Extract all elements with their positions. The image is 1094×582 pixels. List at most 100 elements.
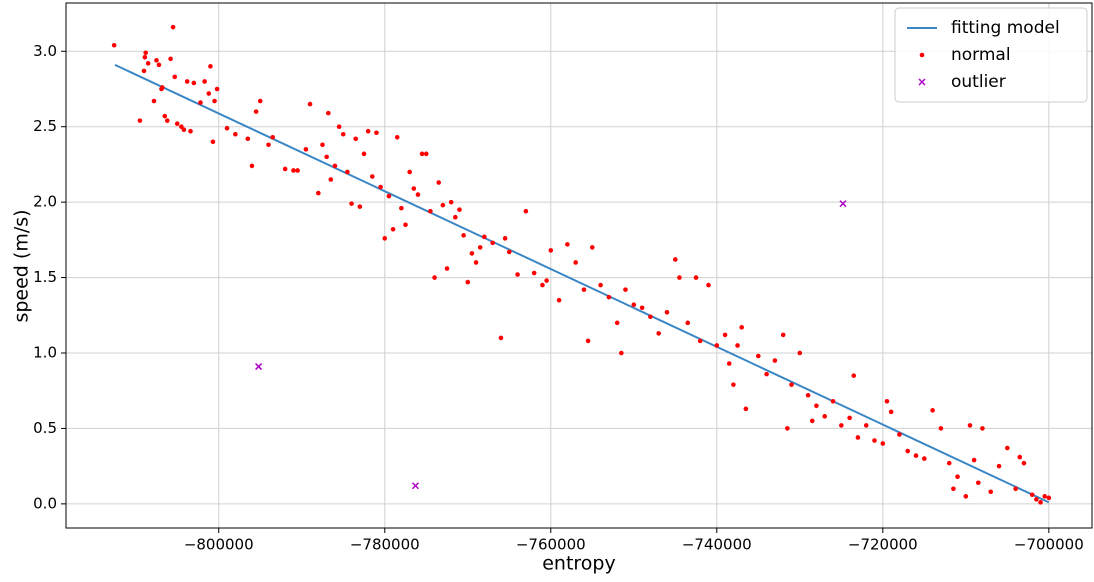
outlier-point (839, 200, 847, 208)
data-point (515, 272, 520, 277)
data-point (619, 350, 624, 356)
data-point (324, 154, 329, 160)
y-tick-label: 1.5 (33, 268, 57, 286)
data-point (648, 314, 653, 320)
data-point (353, 136, 359, 142)
data-point (257, 98, 263, 104)
data-point (735, 343, 740, 348)
data-point (789, 382, 794, 387)
data-point (905, 448, 911, 454)
data-point (614, 320, 620, 326)
outlier-point (411, 482, 420, 490)
data-point (714, 343, 720, 348)
data-point (1005, 445, 1010, 451)
data-point (162, 113, 168, 119)
data-point (386, 193, 392, 199)
data-point (170, 24, 176, 30)
data-point (382, 236, 388, 241)
data-point (249, 163, 255, 169)
legend-label: outlier (951, 72, 1006, 92)
y-tick-label: 3.0 (33, 42, 57, 60)
data-point (1029, 492, 1035, 498)
data-point (623, 287, 628, 292)
data-point (295, 168, 300, 173)
data-point (872, 438, 877, 443)
data-point (930, 408, 935, 413)
data-point (581, 287, 587, 292)
data-point (191, 80, 197, 86)
data-point (863, 423, 869, 428)
legend-label: fitting model (951, 18, 1060, 38)
x-tick-label: −780000 (350, 536, 420, 554)
data-point (573, 260, 578, 265)
data-point (411, 186, 417, 191)
data-point (440, 202, 446, 208)
data-point (202, 79, 207, 84)
data-point (589, 245, 595, 250)
data-point (378, 184, 383, 190)
data-point (198, 100, 203, 105)
data-point (473, 260, 479, 265)
data-point (946, 460, 952, 466)
data-point (141, 68, 147, 74)
data-point (212, 98, 217, 104)
data-point (922, 456, 927, 461)
data-point (565, 242, 570, 247)
data-point (1013, 486, 1018, 492)
legend-label: normal (951, 45, 1011, 65)
data-point (884, 398, 890, 404)
data-point (188, 128, 193, 134)
data-point (184, 79, 190, 84)
data-point (461, 233, 466, 238)
y-tick-label: 2.0 (33, 193, 57, 211)
data-point (809, 418, 815, 424)
data-point (111, 42, 117, 48)
data-point (172, 74, 178, 80)
data-point (880, 441, 886, 446)
data-point (142, 55, 148, 60)
data-point (399, 205, 404, 211)
data-point (154, 58, 159, 63)
data-point (797, 350, 803, 356)
data-point (453, 214, 458, 220)
data-point (174, 121, 180, 126)
data-point (444, 266, 450, 271)
data-point (951, 486, 956, 492)
data-point (540, 282, 545, 288)
data-point (967, 423, 973, 428)
data-point (307, 101, 313, 107)
data-point (706, 282, 711, 288)
data-point (531, 270, 537, 276)
data-point (419, 151, 425, 157)
data-point (888, 409, 894, 415)
data-point (502, 236, 508, 241)
data-point (465, 279, 471, 285)
data-point (224, 125, 230, 131)
data-point (345, 169, 350, 175)
legend-box (894, 7, 1088, 103)
data-point (181, 127, 187, 133)
data-point (739, 325, 744, 330)
data-point (506, 249, 512, 255)
data-point (332, 163, 338, 169)
data-point (677, 275, 682, 280)
data-point (253, 109, 259, 114)
data-point (370, 174, 375, 179)
data-point (548, 248, 554, 253)
data-point (1038, 500, 1043, 505)
data-point (685, 320, 691, 326)
x-tick-label: −720000 (848, 536, 918, 554)
data-point (980, 426, 985, 431)
data-point (394, 134, 400, 140)
data-point (357, 204, 363, 209)
data-point (316, 190, 321, 196)
data-point (756, 353, 761, 359)
data-point (482, 234, 487, 240)
outlier-point (255, 363, 263, 371)
data-point (656, 331, 661, 336)
data-point (210, 139, 216, 145)
data-point (320, 142, 325, 148)
data-point (336, 124, 342, 130)
data-point (722, 332, 728, 338)
